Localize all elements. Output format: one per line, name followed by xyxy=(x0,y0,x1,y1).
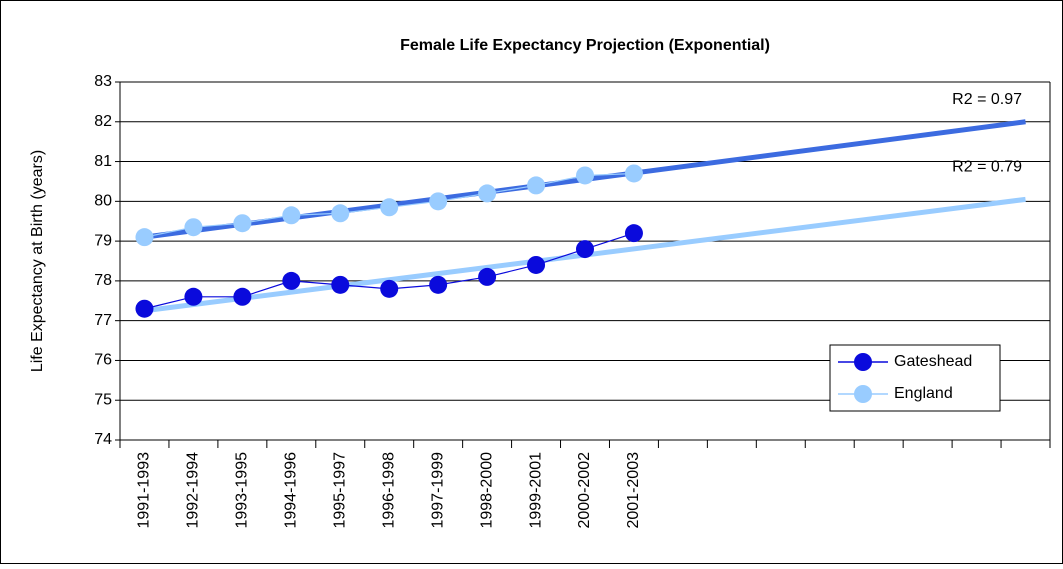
legend-label: England xyxy=(894,385,953,402)
data-point xyxy=(135,228,154,247)
x-tick-label: 1991-1993 xyxy=(136,452,153,529)
data-point xyxy=(624,224,643,243)
x-tick-label: 2001-2003 xyxy=(625,452,642,529)
x-tick-label: 1996-1998 xyxy=(380,452,397,529)
data-point xyxy=(576,240,594,259)
data-point xyxy=(233,287,252,306)
data-point xyxy=(527,176,546,195)
legend-label: Gateshead xyxy=(894,353,972,370)
x-tick-label: 1999-2001 xyxy=(527,452,544,529)
data-point xyxy=(624,164,643,183)
data-point xyxy=(429,192,448,211)
x-tick-label: 1994-1996 xyxy=(283,452,300,529)
data-point xyxy=(331,204,350,223)
data-point xyxy=(282,271,301,290)
y-tick-label: 78 xyxy=(94,272,112,289)
data-point xyxy=(282,206,301,225)
data-point xyxy=(429,275,448,294)
x-tick-label: 1992-1994 xyxy=(185,452,202,529)
y-tick-label: 75 xyxy=(94,391,112,408)
x-tick-label: 1993-1995 xyxy=(234,452,251,529)
data-point xyxy=(233,214,252,233)
legend-marker xyxy=(854,385,872,403)
data-point xyxy=(331,275,350,294)
y-axis-label: Life Expectancy at Birth (years) xyxy=(29,150,46,372)
data-point xyxy=(478,267,497,286)
data-point xyxy=(380,279,399,298)
x-tick-label: 1998-2000 xyxy=(478,452,495,529)
y-tick-label: 74 xyxy=(94,431,112,448)
trendline-label: R2 = 0.97 xyxy=(952,91,1022,108)
y-tick-label: 80 xyxy=(94,193,112,210)
data-point xyxy=(478,184,497,203)
y-tick-label: 83 xyxy=(94,73,112,90)
chart-title: Female Life Expectancy Projection (Expon… xyxy=(400,37,770,54)
data-point xyxy=(380,198,399,217)
data-point xyxy=(135,299,154,318)
y-tick-label: 81 xyxy=(94,153,112,170)
data-point xyxy=(184,287,203,306)
y-tick-label: 77 xyxy=(94,312,112,329)
trendline-label: R2 = 0.79 xyxy=(952,159,1022,176)
y-tick-label: 82 xyxy=(94,113,112,130)
data-point xyxy=(527,255,546,274)
data-point xyxy=(184,218,203,237)
x-tick-label: 2000-2002 xyxy=(576,452,593,529)
x-tick-label: 1997-1999 xyxy=(429,452,446,529)
x-tick-label: 1995-1997 xyxy=(331,452,348,529)
y-tick-label: 76 xyxy=(94,352,112,369)
data-point xyxy=(576,166,594,185)
legend-marker xyxy=(854,353,872,371)
y-tick-label: 79 xyxy=(94,232,112,249)
